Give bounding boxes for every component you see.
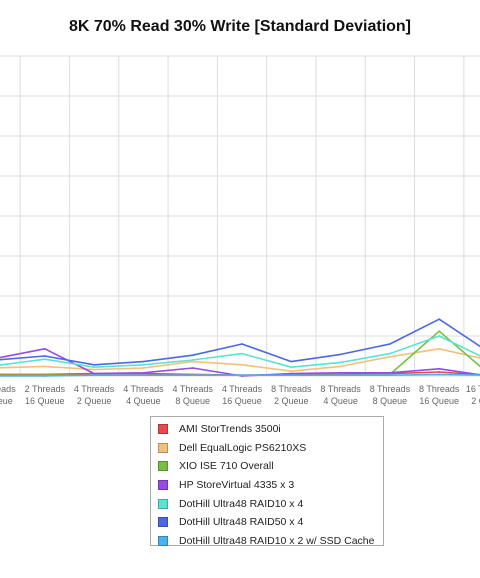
x-tick-label: 8 Threads 8 Queue <box>370 384 411 406</box>
data-point <box>438 347 441 350</box>
legend-swatch <box>158 480 168 491</box>
x-tick-label: 4 Threads 16 Queue <box>222 384 263 406</box>
data-point <box>43 375 46 377</box>
legend-swatch <box>158 442 168 453</box>
data-point <box>438 318 441 321</box>
data-point <box>142 367 145 369</box>
data-point <box>241 374 243 377</box>
legend-label: DotHill Ultra48 RAID10 x 4 <box>179 497 304 510</box>
data-point <box>389 355 391 358</box>
legend-item: DotHill Ultra48 RAID10 x 2 w/ SSD Cache <box>151 532 383 551</box>
data-point <box>290 360 293 363</box>
data-point <box>290 366 293 369</box>
data-point <box>93 366 95 369</box>
x-tick-label: 2 Threads 16 Queue <box>25 384 66 406</box>
legend-label: Dell EqualLogic PS6210XS <box>179 441 307 454</box>
data-point <box>290 374 293 377</box>
chart-legend: AMI StorTrends 3500i Dell EqualLogic PS62… <box>150 416 384 547</box>
x-tick-label: 8 Threads 2 Queue <box>271 384 312 406</box>
data-point <box>438 373 441 376</box>
legend-item: DotHill Ultra48 RAID50 x 4 <box>151 513 383 532</box>
data-point <box>191 359 194 361</box>
x-tick-label: 4 Threads 4 Queue <box>123 384 164 406</box>
data-point <box>339 353 342 356</box>
data-point <box>389 343 391 345</box>
legend-item: DotHill Ultra48 RAID10 x 4 <box>151 494 383 513</box>
series-line-3 <box>0 347 480 377</box>
legend-swatch <box>158 498 168 509</box>
legend-swatch <box>158 461 168 472</box>
data-point <box>93 372 95 375</box>
data-point <box>142 374 145 377</box>
legend-item: HP StoreVirtual 4335 x 3 <box>151 476 383 495</box>
legend-swatch <box>158 535 168 546</box>
data-point <box>191 360 194 363</box>
data-point <box>438 330 441 333</box>
data-point <box>241 343 243 345</box>
data-point <box>142 360 145 363</box>
data-point <box>339 365 342 368</box>
legend-swatch <box>158 424 168 435</box>
data-point <box>93 368 95 371</box>
data-point <box>389 371 391 374</box>
x-tick-label: 8 Threads 4 Queue <box>320 384 361 406</box>
data-point <box>142 371 145 374</box>
legend-item: Dell EqualLogic PS6210XS <box>151 439 383 458</box>
data-point <box>43 358 46 361</box>
data-point <box>438 371 441 373</box>
legend-label: AMI StorTrends 3500i <box>179 423 281 436</box>
data-point <box>389 352 391 355</box>
data-point <box>191 367 194 369</box>
data-point <box>43 365 46 368</box>
data-point <box>241 352 243 355</box>
data-point <box>290 372 293 375</box>
data-point <box>438 335 441 337</box>
legend-swatch <box>158 517 168 528</box>
data-point <box>43 347 46 350</box>
x-tick-label: 4 Threads 8 Queue <box>173 384 214 406</box>
legend-label: HP StoreVirtual 4335 x 3 <box>179 479 295 492</box>
data-point <box>339 371 342 374</box>
data-point <box>43 355 46 357</box>
data-point <box>93 363 95 366</box>
data-point <box>339 361 342 364</box>
data-point <box>389 374 391 377</box>
legend-label: DotHill Ultra48 RAID10 x 2 w/ SSD Cache <box>179 534 375 547</box>
data-point <box>438 367 441 370</box>
legend-label: XIO ISE 710 Overall <box>179 460 274 473</box>
legend-item: AMI StorTrends 3500i <box>151 420 383 439</box>
x-tick-label: 8 Threads 16 Queue <box>419 384 460 406</box>
data-point <box>191 354 194 357</box>
data-point <box>241 363 243 366</box>
legend-label: DotHill Ultra48 RAID50 x 4 <box>179 516 304 529</box>
chart-title: 8K 70% Read 30% Write [Standard Deviatio… <box>68 18 412 35</box>
data-point <box>93 374 95 377</box>
data-point <box>142 363 145 366</box>
series-line-1 <box>0 347 480 373</box>
x-tick-label: 4 Threads 2 Queue <box>74 384 115 406</box>
legend-item: XIO ISE 710 Overall <box>151 457 383 476</box>
data-point <box>290 370 293 373</box>
data-point <box>191 374 194 377</box>
data-point <box>339 374 342 377</box>
